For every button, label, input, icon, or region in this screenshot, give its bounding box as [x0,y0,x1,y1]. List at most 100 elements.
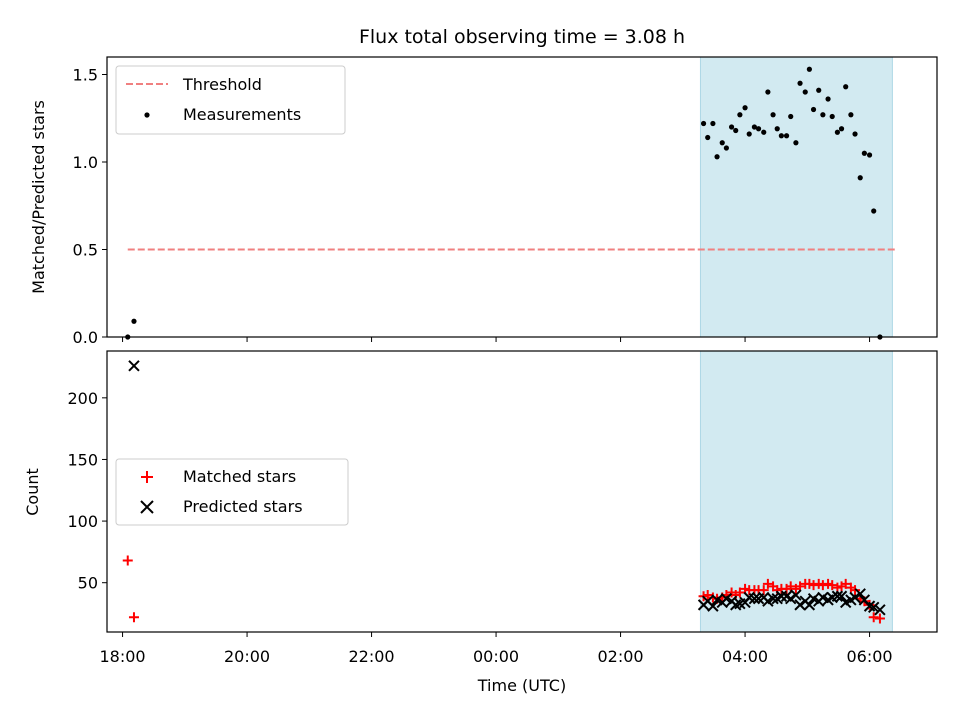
matched-star-point [785,581,796,592]
measurement-point [834,129,841,135]
matched-star-point [874,613,885,624]
measurement-point [838,126,845,132]
predicted-star-point [128,360,140,372]
predicted-star-point [854,588,866,600]
measurement-point [848,112,854,118]
x-axis-label: Time (UTC) [477,676,566,695]
measurement-point [761,129,767,135]
ratio-y-tick-label: 1.5 [73,66,98,85]
predicted-star-point [785,593,797,605]
measurement-point [866,152,873,158]
measurement-point [820,112,826,118]
measurement-point [765,89,771,95]
count-y-tick-label: 100 [67,512,98,531]
measurement-point [843,84,849,90]
measurement-point [806,66,812,72]
count-y-axis-label: Count [23,468,42,516]
ratio-y-axis-label: Matched/Predicted stars [29,100,48,294]
matched-star-point [122,555,133,566]
measurement-point [746,131,752,137]
measurement-point [751,124,758,130]
measurement-point [783,133,790,139]
predicted-star-point [849,591,861,604]
measurement-point [797,80,803,86]
measurement-point [788,113,794,120]
measurement-point [131,318,137,324]
measurement-point [700,120,707,127]
x-tick-label: 04:00 [722,647,768,666]
matched-star-point [827,580,838,591]
predicted-star-point [775,590,788,602]
measurement-point [810,106,817,113]
matched-star-point [734,587,745,598]
legend-matched-label: Matched stars [183,467,296,486]
matched-star-point [762,578,773,589]
count-legend-frame [115,458,349,526]
measurement-point [719,140,725,146]
count-legend: Matched stars Predicted stars [115,458,349,526]
count-y-tick-label: 150 [67,450,98,469]
predicted-star-point [874,604,886,616]
predicted-star-point [790,589,802,601]
measurement-point [733,127,739,134]
predicted-star-point [835,590,848,602]
count-y-tick-label: 200 [67,389,98,408]
ratio-legend-frame [115,65,346,135]
predicted-star-point [748,593,761,605]
measurement-point [710,120,716,127]
x-tick-label: 22:00 [349,647,395,666]
legend-predicted-label: Predicted stars [183,497,303,516]
measurement-point [774,126,780,132]
legend-threshold-label: Threshold [182,75,262,94]
x-tick-label: 00:00 [473,647,519,666]
ratio-observing-window [699,56,893,338]
matched-star-point [850,585,861,596]
measurement-point [871,208,877,214]
measurement-point [852,131,858,137]
x-tick-label: 18:00 [100,647,146,666]
predicted-star-point [831,590,844,602]
matched-star-point [840,578,851,589]
measurement-point [737,112,743,118]
legend-matched-swatch [141,471,153,483]
count-panel-frame [106,350,938,633]
measurement-point [793,140,799,146]
measurement-point [770,112,776,118]
ratio-y-tick-label: 0.0 [73,328,98,347]
predicted-star-point [707,600,719,612]
count-y-tick-label: 50 [78,574,98,593]
legend-predicted-swatch [140,500,154,514]
predicted-star-point [868,601,880,614]
matched-star-point [702,590,713,601]
measurement-point [829,113,835,120]
measurement-point [825,96,831,102]
ratio-panel-frame [106,56,938,338]
chart-title: Flux total observing time = 3.08 h [359,26,685,48]
measurement-point [816,87,822,93]
matched-star-point [128,612,139,623]
predicted-star-point [803,599,816,611]
measurement-point [778,133,784,139]
measurement-point [714,154,720,160]
measurement-point [728,124,735,130]
ratio-y-tick-label: 0.5 [73,241,98,260]
matched-star-point [758,585,769,596]
ratio-y-tick-label: 1.0 [73,153,98,172]
x-tick-label: 20:00 [224,647,270,666]
measurement-point [742,105,748,111]
ratio-legend: Threshold Measurements [115,65,346,135]
measurement-point [723,145,729,151]
legend-measurements-label: Measurements [183,105,301,124]
measurement-point [802,89,808,95]
matched-star-point [817,580,828,591]
measurement-point [861,150,867,156]
measurement-point [755,126,762,132]
predicted-star-point [794,599,806,611]
predicted-star-point [767,593,779,605]
matched-star-point [808,580,819,591]
legend-measurements-swatch [144,112,150,118]
x-tick-label: 02:00 [598,647,644,666]
measurement-point [705,134,711,141]
count-panel: 50 100 150 200 18:00 20:00 22:00 00:00 02:00 04:0… [23,350,938,695]
